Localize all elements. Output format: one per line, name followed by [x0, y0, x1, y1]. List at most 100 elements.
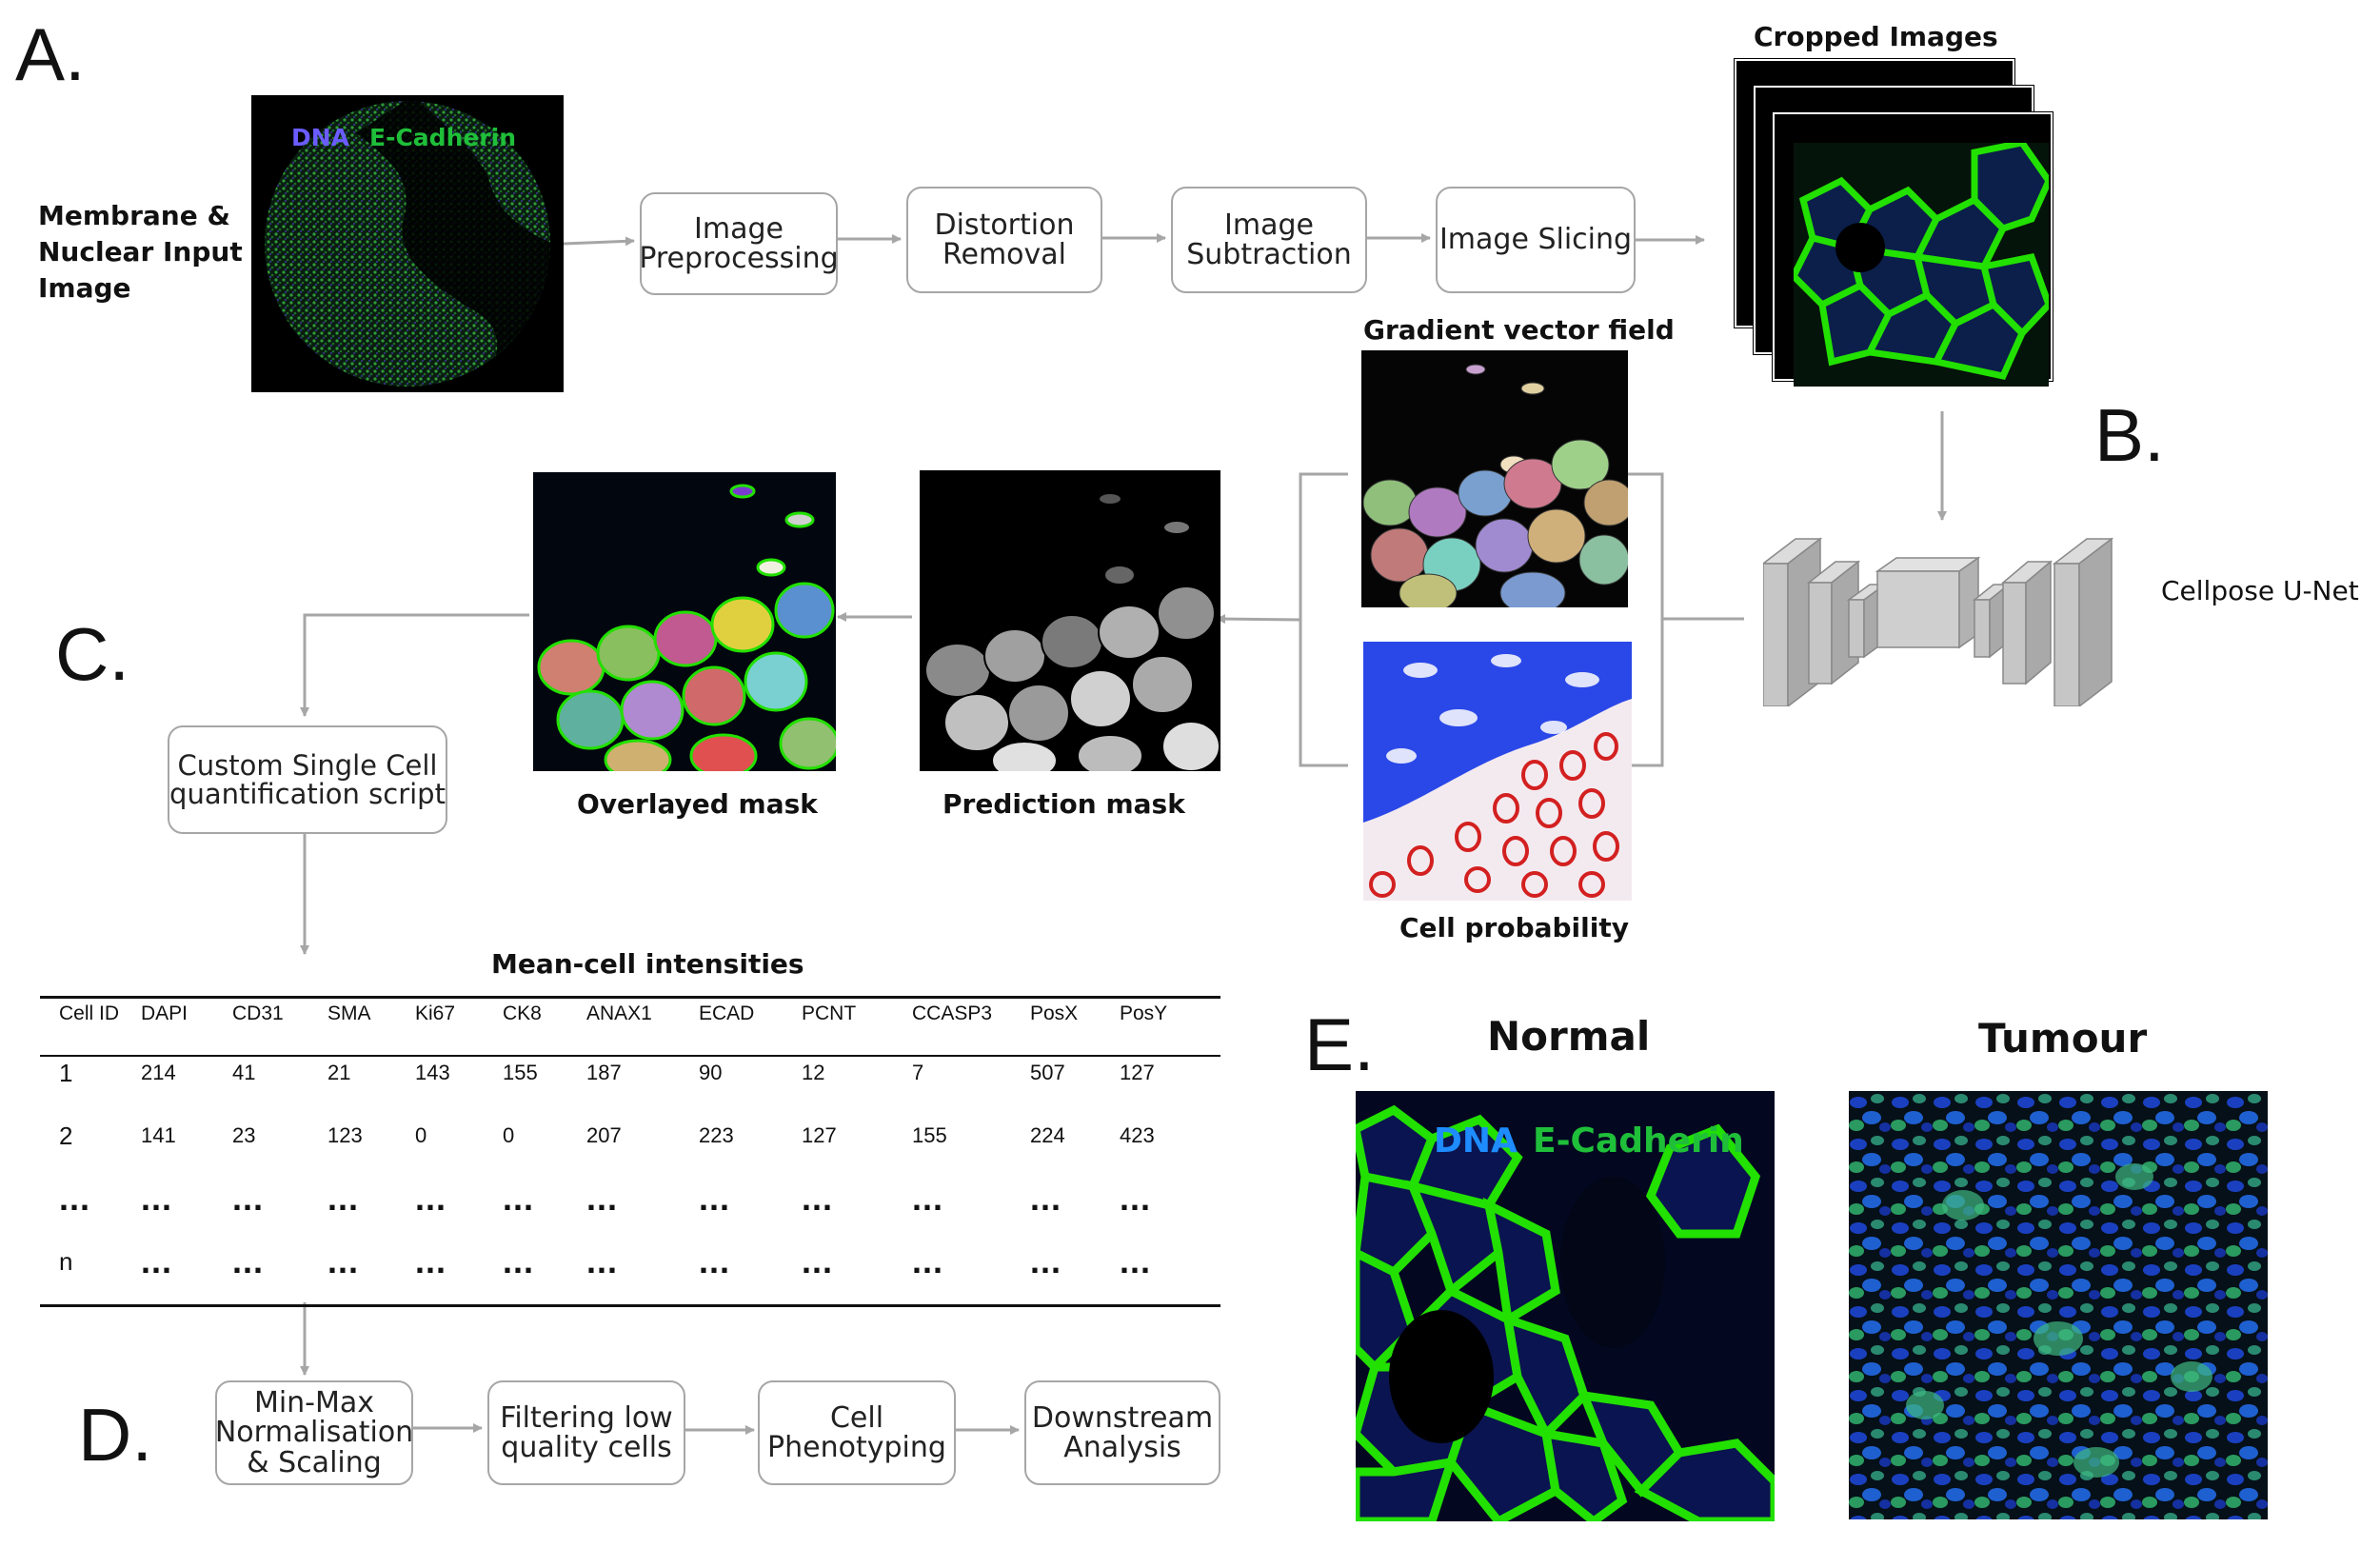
cell-value: 7 [912, 1061, 924, 1084]
step-min-max-normalisation: Min-Max Normalisation & Scaling [215, 1380, 413, 1485]
normal-dna-label: DNA [1434, 1121, 1518, 1161]
cell-value: 214 [141, 1061, 176, 1084]
normal-tissue-image: DNA E-Cadherin [1356, 1091, 1775, 1521]
table-title: Mean-cell intensities [491, 948, 804, 980]
header-ck8: CK8 [503, 1002, 542, 1024]
cell-value: ... [912, 1179, 944, 1218]
header-cell-id: Cell ID [59, 1002, 120, 1024]
panel-label-a: A. [15, 12, 86, 96]
tumour-title: Tumour [1978, 1015, 2148, 1062]
step-distortion-removal: Distortion Removal [906, 187, 1102, 293]
cell-value: 155 [912, 1123, 947, 1147]
cell-id: ... [59, 1179, 91, 1218]
cell-value: ... [699, 1179, 731, 1218]
step-filtering-low-quality: Filtering low quality cells [487, 1380, 685, 1485]
cell-value: ... [503, 1179, 535, 1218]
step-image-slicing: Image Slicing [1436, 187, 1636, 293]
tumour-tissue-image [1849, 1091, 2268, 1519]
bracket-outputs [1299, 472, 1348, 767]
table-row: n ... ... ... ... ... ... ... ... ... ..… [40, 1230, 1211, 1293]
table-row: ... ... ... ... ... ... ... ... ... ... … [40, 1167, 1211, 1230]
overlayed-mask-title: Overlayed mask [577, 788, 818, 820]
cell-value: 223 [699, 1123, 734, 1147]
header-ccasp3: CCASP3 [912, 1002, 993, 1024]
tumour-cells [1849, 1091, 2268, 1519]
cell-value: 0 [503, 1123, 515, 1147]
header-posx: PosX [1030, 1002, 1079, 1024]
cell-value: ... [232, 1241, 265, 1280]
arrow-input-to-preprocessing [563, 236, 635, 247]
input-dna-label: DNA [291, 124, 350, 151]
cell-value: ... [586, 1241, 619, 1280]
cell-value: 207 [586, 1123, 622, 1147]
cell-value: ... [1120, 1179, 1152, 1218]
cell-value: 127 [1120, 1061, 1155, 1084]
overlayed-mask-cells [533, 472, 836, 771]
input-ecad-label: E-Cadherin [369, 124, 517, 151]
cell-value: ... [699, 1241, 731, 1280]
input-image-label: Membrane & Nuclear Input Image [38, 200, 243, 304]
header-dapi: DAPI [141, 1002, 188, 1024]
cell-value: ... [232, 1179, 265, 1218]
cell-value: 123 [327, 1123, 363, 1147]
cell-value: ... [141, 1241, 173, 1280]
cell-probability-image [1363, 642, 1632, 901]
arrow-overlay-to-quant [300, 613, 529, 717]
cell-id: 2 [59, 1121, 73, 1150]
cropped-image-front [1794, 143, 2049, 387]
cell-probability-title: Cell probability [1399, 912, 1629, 943]
cell-value: 423 [1120, 1123, 1155, 1147]
cropped-images-title: Cropped Images [1754, 21, 1998, 52]
header-anax1: ANAX1 [586, 1002, 652, 1024]
membrane-network [1794, 143, 2049, 387]
cell-value: ... [1030, 1241, 1062, 1280]
arrow-unet-to-probability [1619, 619, 1664, 770]
cell-value: ... [327, 1179, 360, 1218]
cell-value: ... [503, 1241, 535, 1280]
arrow-outputs-to-prediction [1216, 614, 1301, 625]
cell-value: 0 [415, 1123, 427, 1147]
gradient-vector-field-image [1361, 350, 1628, 607]
prediction-mask-title: Prediction mask [942, 788, 1185, 820]
cell-id: 1 [59, 1058, 73, 1087]
panel-label-b: B. [2094, 393, 2165, 477]
normal-ecad-label: E-Cadherin [1533, 1121, 1744, 1161]
step-image-subtraction: Image Subtraction [1171, 187, 1367, 293]
cell-value: 224 [1030, 1123, 1065, 1147]
normal-membrane-network [1356, 1091, 1775, 1521]
step-cell-phenotyping: Cell Phenotyping [758, 1380, 956, 1485]
cellpose-unet-label: Cellpose U-Net [2161, 575, 2359, 606]
header-ecad: ECAD [699, 1002, 755, 1024]
header-cd31: CD31 [232, 1002, 284, 1024]
input-image: DNA E-Cadherin [251, 95, 564, 392]
cell-value: ... [912, 1241, 944, 1280]
cell-value: ... [802, 1179, 834, 1218]
panel-label-c: C. [55, 612, 129, 696]
cell-value: 155 [503, 1061, 538, 1084]
cell-value: ... [415, 1241, 447, 1280]
cell-value: 187 [586, 1061, 622, 1084]
prediction-mask-cells [920, 470, 1220, 771]
cell-value: ... [1120, 1241, 1152, 1280]
table-header-row: Cell ID DAPI CD31 SMA Ki67 CK8 ANAX1 ECA… [40, 986, 1211, 1042]
step-downstream-analysis: Downstream Analysis [1024, 1380, 1220, 1485]
cell-value: 127 [802, 1123, 837, 1147]
mean-cell-intensities-table: Cell ID DAPI CD31 SMA Ki67 CK8 ANAX1 ECA… [40, 986, 1211, 1293]
table-header-rule [40, 1055, 1220, 1057]
cell-id: n [59, 1246, 73, 1276]
cell-value: ... [586, 1179, 619, 1218]
cell-value: 12 [802, 1061, 825, 1084]
header-sma: SMA [327, 1002, 371, 1024]
quantification-script-box: Custom Single Cell quantification script [168, 725, 447, 834]
table-top-rule [40, 996, 1220, 999]
cell-value: 507 [1030, 1061, 1065, 1084]
header-pcnt: PCNT [802, 1002, 857, 1024]
table-row: 2 141 23 123 0 0 207 223 127 155 224 423 [40, 1104, 1211, 1167]
cell-probability-map [1363, 642, 1632, 901]
cell-value: 23 [232, 1123, 256, 1147]
arrow-unet-to-gradient [1617, 469, 1744, 621]
cell-value: 41 [232, 1061, 256, 1084]
table-bottom-rule [40, 1304, 1220, 1307]
cell-value: 90 [699, 1061, 723, 1084]
cell-value: 141 [141, 1123, 176, 1147]
